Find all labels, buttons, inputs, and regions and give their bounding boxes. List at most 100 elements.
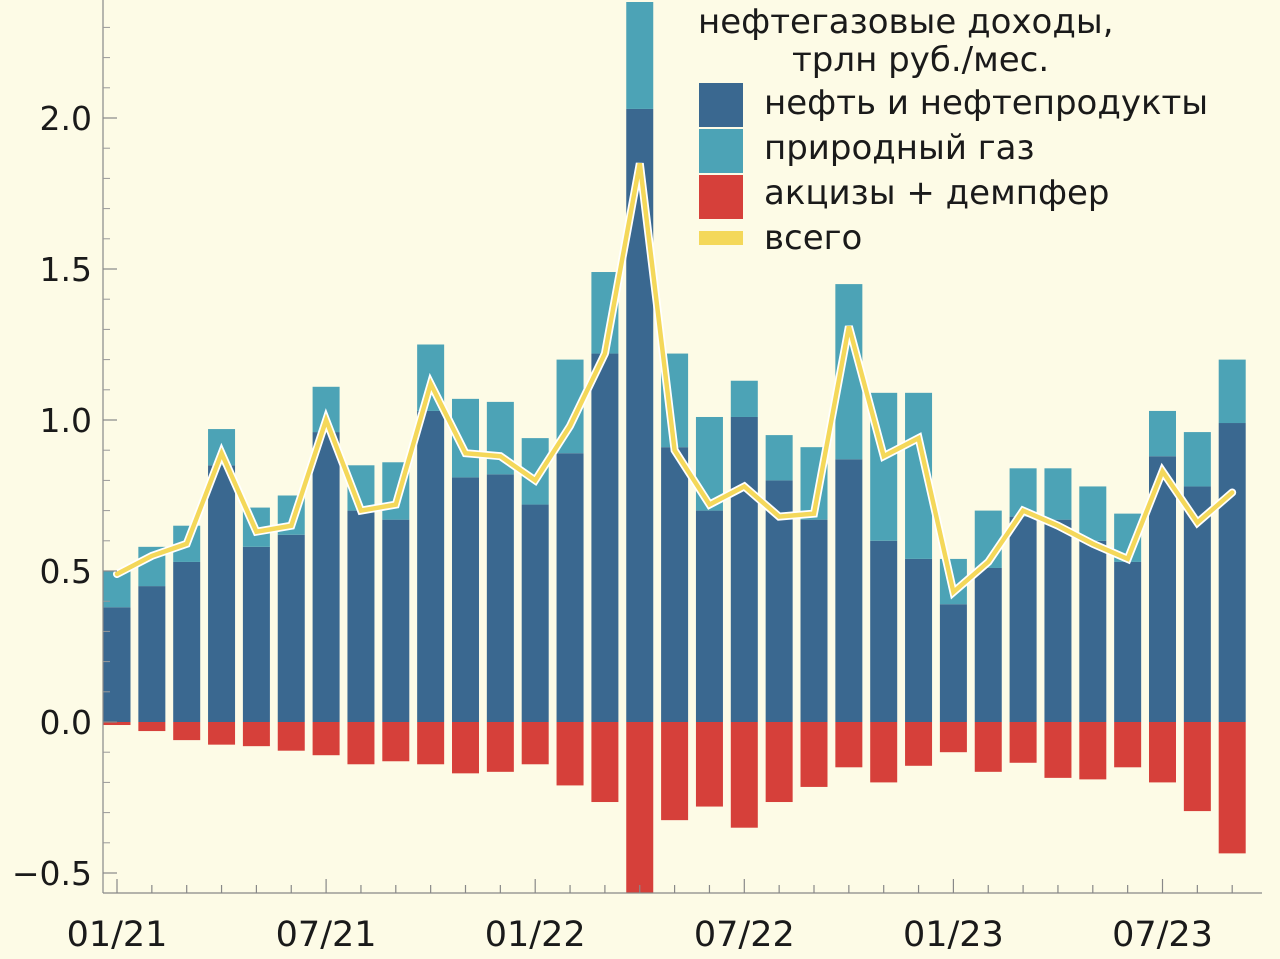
total-line-group	[113, 162, 1237, 600]
bar-gas-2023-09	[1218, 359, 1246, 424]
legend-label-oil: нефть и нефтепродукты	[764, 83, 1209, 123]
y-tick-label: 1.0	[40, 401, 92, 440]
bar-excise-2021-04	[208, 722, 236, 745]
y-tick-label: 1.5	[40, 250, 92, 289]
bar-oil-2023-05	[1079, 540, 1107, 722]
bar-excise-2021-01	[103, 722, 131, 726]
bar-excise-2023-07	[1149, 722, 1176, 783]
x-tick-label: 01/21	[67, 915, 168, 955]
bar-excise-2023-06	[1114, 722, 1142, 768]
bar-oil-2021-12	[486, 474, 514, 722]
bar-excise-2021-09	[382, 722, 410, 762]
bar-oil-2022-01	[521, 504, 549, 722]
bar-oil-2022-08	[765, 480, 793, 722]
bar-excise-2022-11	[870, 722, 898, 783]
bar-excise-2022-03	[591, 722, 619, 803]
y-tick-label: −0.5	[12, 854, 92, 893]
bar-oil-2022-10	[835, 459, 863, 722]
bar-excise-2021-11	[452, 722, 479, 774]
bar-oil-2021-10	[417, 410, 445, 722]
bar-oil-2022-06	[695, 510, 723, 722]
bar-excise-2022-07	[730, 722, 758, 828]
bar-excise-2023-01	[939, 722, 967, 753]
bar-oil-2023-01	[939, 604, 967, 722]
x-tick-label: 07/23	[1112, 915, 1213, 955]
x-tick-label: 07/21	[276, 915, 377, 955]
bar-oil-2021-03	[173, 561, 201, 722]
bar-excise-2023-04	[1044, 722, 1072, 778]
bar-oil-2023-03	[1009, 516, 1037, 722]
bar-gas-2022-04	[626, 2, 654, 109]
bar-excise-2023-09	[1218, 722, 1246, 854]
bars-negative-group	[103, 722, 1246, 893]
total-line	[114, 162, 1235, 597]
legend	[699, 83, 743, 245]
bar-oil-2022-03	[591, 353, 619, 722]
bar-excise-2021-10	[417, 722, 445, 765]
bar-excise-2022-05	[661, 722, 689, 821]
bar-excise-2021-05	[242, 722, 270, 747]
bar-gas-2022-08	[765, 435, 793, 481]
bar-excise-2022-02	[556, 722, 584, 786]
bar-oil-2022-02	[556, 453, 584, 722]
x-tick-label: 07/22	[694, 915, 795, 955]
bar-excise-2021-02	[138, 722, 166, 732]
x-tick-label: 01/23	[903, 915, 1004, 955]
bar-excise-2023-03	[1009, 722, 1037, 763]
bar-gas-2023-08	[1183, 432, 1211, 487]
x-ticks-group: 01/21 07/21 01/22 07/22 01/23 07/23	[67, 879, 1233, 955]
y-ticks-group: −0.5 0.0 0.5 1.0 1.5 2.0	[12, 26, 117, 893]
bar-excise-2023-08	[1183, 722, 1211, 812]
bar-oil-2021-04	[208, 465, 236, 722]
bar-oil-2021-09	[382, 519, 410, 722]
bar-excise-2022-01	[521, 722, 549, 765]
bar-excise-2021-03	[173, 722, 201, 741]
axes-group	[102, 0, 1262, 894]
bar-oil-2023-09	[1218, 423, 1246, 722]
legend-label-excise: акцизы + демпфер	[764, 173, 1110, 213]
bar-oil-2021-08	[347, 510, 375, 722]
bar-gas-2023-04	[1044, 468, 1072, 520]
bar-excise-2023-02	[974, 722, 1002, 772]
y-tick-label: 0.0	[40, 703, 92, 742]
bar-excise-2021-12	[486, 722, 514, 772]
bar-excise-2021-07	[312, 722, 340, 756]
chart-title-line2: трлн руб./мес.	[792, 40, 1050, 80]
bar-oil-2022-05	[661, 447, 689, 722]
bar-gas-2023-07	[1149, 410, 1176, 457]
legend-label-gas: природный газ	[764, 128, 1035, 168]
bar-oil-2021-07	[312, 432, 340, 722]
y-tick-label: 2.0	[40, 99, 92, 138]
bar-gas-2023-05	[1079, 486, 1107, 541]
bar-excise-2022-06	[695, 722, 723, 807]
bar-excise-2021-06	[277, 722, 305, 751]
bar-oil-2022-12	[905, 558, 933, 722]
bar-oil-2022-09	[800, 519, 828, 722]
bar-oil-2023-06	[1114, 561, 1142, 722]
bar-oil-2022-11	[870, 540, 898, 722]
legend-swatch-oil	[699, 83, 743, 127]
bar-oil-2021-11	[452, 477, 479, 722]
bar-oil-2021-01	[103, 607, 131, 722]
bar-gas-2022-07	[730, 380, 758, 417]
bar-excise-2022-10	[835, 722, 863, 768]
bar-oil-2022-07	[730, 416, 758, 722]
x-tick-label: 01/22	[485, 915, 586, 955]
bar-oil-2023-04	[1044, 519, 1072, 722]
legend-label-total: всего	[764, 218, 863, 258]
bar-oil-2021-02	[138, 586, 166, 722]
bar-oil-2021-05	[242, 546, 270, 722]
y-tick-label: 0.5	[40, 552, 92, 591]
bar-excise-2022-12	[905, 722, 933, 766]
bar-excise-2022-04	[626, 722, 654, 893]
legend-swatch-excise	[699, 175, 743, 219]
bar-oil-2023-02	[974, 567, 1002, 722]
bar-excise-2022-08	[765, 722, 793, 803]
bar-excise-2022-09	[800, 722, 828, 787]
bar-oil-2021-06	[277, 534, 305, 722]
legend-swatch-total	[699, 231, 743, 245]
bar-excise-2021-08	[347, 722, 375, 765]
legend-swatch-gas	[699, 129, 743, 173]
chart-title-line1: нефтегазовые доходы,	[698, 2, 1114, 42]
